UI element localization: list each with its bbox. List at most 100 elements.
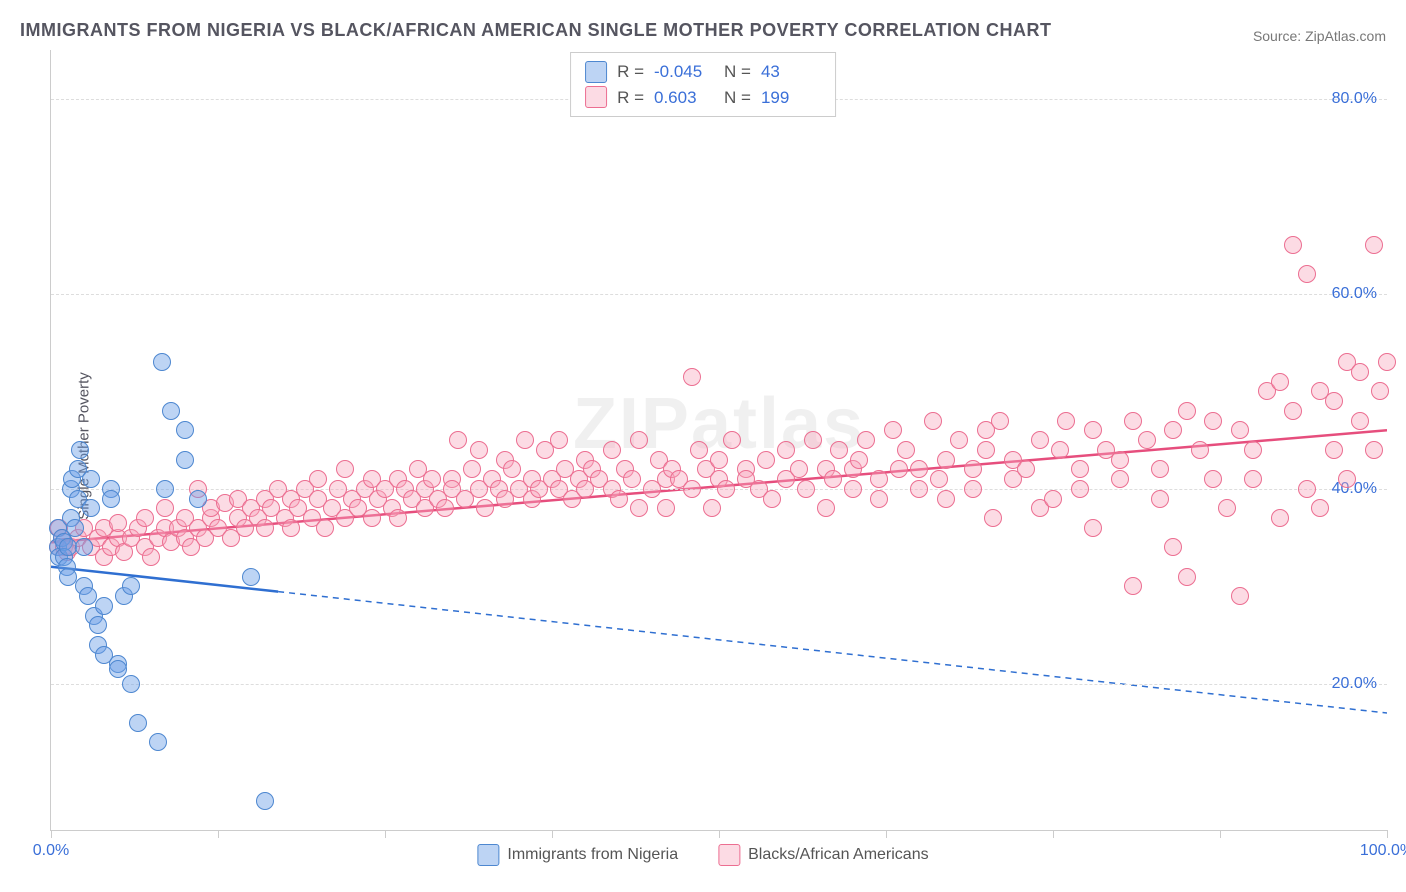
n-label: N =: [724, 85, 751, 111]
scatter-point-pink: [1204, 412, 1222, 430]
scatter-point-pink: [723, 431, 741, 449]
pink-n-value: 199: [761, 85, 821, 111]
r-label: R =: [617, 85, 644, 111]
legend-item-pink: Blacks/African Americans: [718, 844, 929, 866]
x-tick-label-right: 100.0%: [1360, 842, 1406, 860]
x-tick: [51, 830, 52, 838]
x-tick-label-left: 0.0%: [33, 842, 69, 860]
scatter-point-pink: [603, 441, 621, 459]
scatter-point-pink: [984, 509, 1002, 527]
scatter-point-pink: [1218, 499, 1236, 517]
scatter-point-pink: [1325, 441, 1343, 459]
scatter-point-pink: [717, 480, 735, 498]
scatter-point-pink: [1298, 480, 1316, 498]
scatter-point-blue: [95, 597, 113, 615]
scatter-point-pink: [630, 499, 648, 517]
scatter-point-pink: [136, 509, 154, 527]
stats-row-blue: R = -0.045 N = 43: [585, 59, 821, 85]
x-tick: [385, 830, 386, 838]
scatter-point-pink: [763, 490, 781, 508]
scatter-point-blue: [89, 616, 107, 634]
legend-item-blue: Immigrants from Nigeria: [477, 844, 678, 866]
scatter-point-pink: [1057, 412, 1075, 430]
scatter-point-pink: [1371, 382, 1389, 400]
scatter-point-pink: [844, 480, 862, 498]
scatter-point-pink: [1351, 412, 1369, 430]
scatter-point-pink: [1071, 460, 1089, 478]
trendline: [278, 592, 1387, 713]
blue-n-value: 43: [761, 59, 821, 85]
blue-r-value: -0.045: [654, 59, 714, 85]
scatter-point-blue: [189, 490, 207, 508]
scatter-point-pink: [1325, 392, 1343, 410]
scatter-point-pink: [1178, 402, 1196, 420]
scatter-point-pink: [1244, 441, 1262, 459]
scatter-point-pink: [1084, 519, 1102, 537]
scatter-point-pink: [1031, 431, 1049, 449]
x-tick: [1387, 830, 1388, 838]
scatter-point-pink: [850, 451, 868, 469]
n-label: N =: [724, 59, 751, 85]
scatter-point-pink: [623, 470, 641, 488]
scatter-point-blue: [79, 587, 97, 605]
scatter-point-pink: [690, 441, 708, 459]
plot-area: ZIPatlas 20.0%40.0%60.0%80.0%0.0%100.0%: [50, 50, 1387, 831]
scatter-point-pink: [1051, 441, 1069, 459]
scatter-point-pink: [516, 431, 534, 449]
scatter-point-pink: [1271, 509, 1289, 527]
scatter-point-pink: [436, 499, 454, 517]
scatter-point-pink: [924, 412, 942, 430]
scatter-point-pink: [1044, 490, 1062, 508]
scatter-point-pink: [1231, 421, 1249, 439]
stats-legend-box: R = -0.045 N = 43 R = 0.603 N = 199: [570, 52, 836, 117]
scatter-point-pink: [683, 368, 701, 386]
x-tick: [218, 830, 219, 838]
scatter-point-pink: [142, 548, 160, 566]
scatter-point-blue: [129, 714, 147, 732]
scatter-point-pink: [1164, 421, 1182, 439]
scatter-point-pink: [1111, 470, 1129, 488]
scatter-point-blue: [242, 568, 260, 586]
x-tick: [1220, 830, 1221, 838]
scatter-point-pink: [363, 509, 381, 527]
scatter-point-pink: [550, 431, 568, 449]
scatter-point-pink: [757, 451, 775, 469]
scatter-point-pink: [1204, 470, 1222, 488]
scatter-point-pink: [910, 460, 928, 478]
scatter-point-pink: [1365, 236, 1383, 254]
scatter-point-pink: [830, 441, 848, 459]
y-tick-label: 80.0%: [1332, 90, 1377, 108]
scatter-point-pink: [1231, 587, 1249, 605]
scatter-point-blue: [109, 660, 127, 678]
scatter-point-pink: [423, 470, 441, 488]
scatter-point-pink: [156, 499, 174, 517]
x-tick: [552, 830, 553, 838]
scatter-point-pink: [890, 460, 908, 478]
scatter-point-pink: [897, 441, 915, 459]
scatter-point-pink: [1124, 577, 1142, 595]
source-label: Source: ZipAtlas.com: [1253, 28, 1386, 44]
swatch-pink: [718, 844, 740, 866]
scatter-point-pink: [817, 499, 835, 517]
scatter-point-pink: [804, 431, 822, 449]
scatter-point-blue: [102, 490, 120, 508]
scatter-point-pink: [1138, 431, 1156, 449]
scatter-point-pink: [610, 490, 628, 508]
scatter-point-pink: [109, 514, 127, 532]
scatter-point-pink: [657, 499, 675, 517]
legend-label-blue: Immigrants from Nigeria: [507, 846, 678, 864]
scatter-point-pink: [1284, 236, 1302, 254]
scatter-point-pink: [282, 519, 300, 537]
scatter-point-pink: [1338, 470, 1356, 488]
scatter-point-pink: [1284, 402, 1302, 420]
scatter-point-pink: [797, 480, 815, 498]
stats-row-pink: R = 0.603 N = 199: [585, 85, 821, 111]
scatter-point-blue: [66, 519, 84, 537]
scatter-point-blue: [82, 499, 100, 517]
scatter-point-pink: [470, 441, 488, 459]
legend-label-pink: Blacks/African Americans: [748, 846, 929, 864]
scatter-point-pink: [1378, 353, 1396, 371]
scatter-point-pink: [857, 431, 875, 449]
scatter-point-pink: [1365, 441, 1383, 459]
scatter-point-pink: [336, 460, 354, 478]
